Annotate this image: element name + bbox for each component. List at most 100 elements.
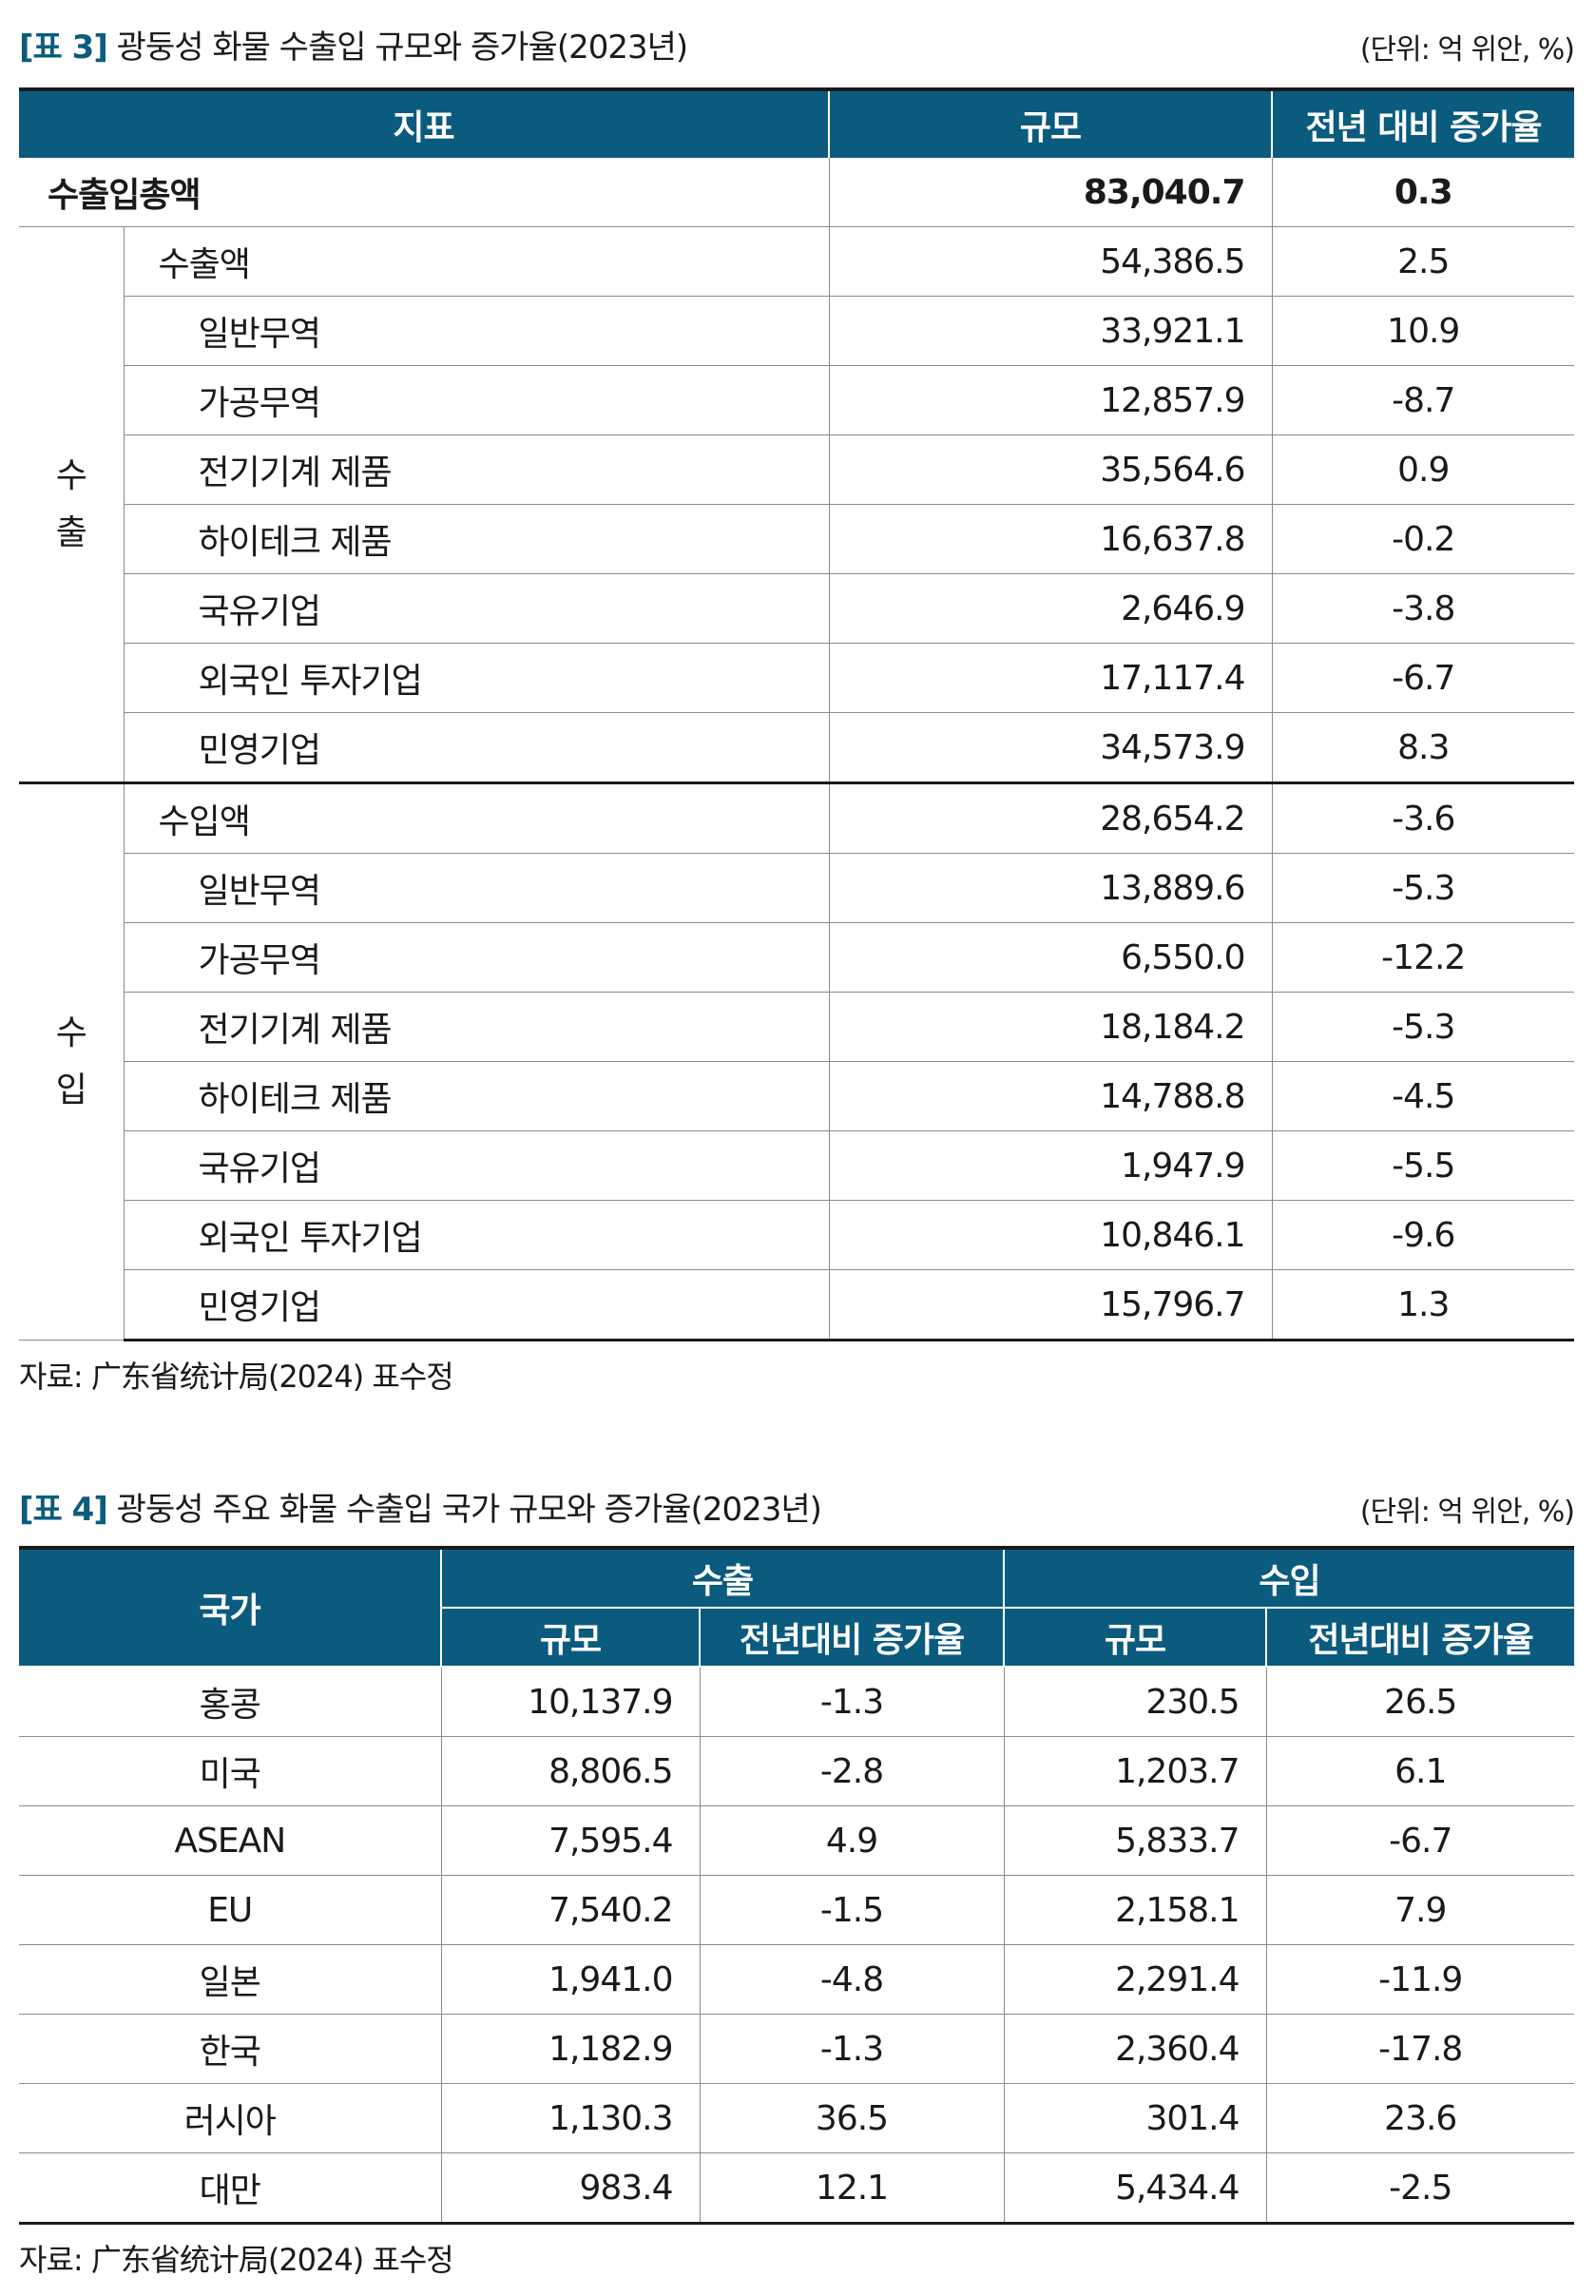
table3-header-indicator: 지표 — [19, 89, 829, 158]
table4-import-growth: 6.1 — [1266, 1736, 1574, 1806]
table4-export-value: 1,182.9 — [441, 2014, 701, 2084]
table-row: 국유기업 2,646.9 -3.8 — [19, 573, 1574, 644]
table4-import-growth: 23.6 — [1266, 2083, 1574, 2153]
row-growth: -12.2 — [1272, 922, 1574, 993]
row-value: 17,117.4 — [829, 643, 1273, 713]
row-growth: -3.6 — [1272, 781, 1574, 854]
table-row: 외국인 투자기업 10,846.1 -9.6 — [19, 1200, 1574, 1270]
row-growth: 0.9 — [1272, 434, 1574, 505]
table4-import-value: 2,360.4 — [1004, 2014, 1267, 2084]
table-row: 미국 8,806.5 -2.8 1,203.7 6.1 — [19, 1736, 1574, 1806]
table4-export-growth: 4.9 — [700, 1805, 1005, 1876]
table3-source: 자료: 广东省统计局(2024) 표수정 — [19, 1359, 454, 1395]
table3-title: [표 3] 광둥성 화물 수출입 규모와 증가율(2023년) — [19, 21, 688, 68]
table-row: 일반무역 33,921.1 10.9 — [19, 296, 1574, 366]
table4-export-value: 1,130.3 — [441, 2083, 701, 2153]
row-label: 수출액 — [124, 226, 830, 297]
table4-header-import-growth: 전년대비 증가율 — [1265, 1608, 1574, 1668]
row-growth: -3.8 — [1272, 573, 1574, 644]
table4-import-growth: 26.5 — [1266, 1667, 1574, 1737]
table4-import-growth: -2.5 — [1266, 2152, 1574, 2225]
table4-export-value: 8,806.5 — [441, 1736, 701, 1806]
table-row: 일반무역 13,889.6 -5.3 — [19, 853, 1574, 923]
row-value: 16,637.8 — [829, 504, 1273, 574]
table3-total-value: 83,040.7 — [829, 158, 1273, 227]
table4-header-export-growth: 전년대비 증가율 — [699, 1608, 1004, 1668]
table4-import-value: 301.4 — [1004, 2083, 1267, 2153]
row-label: 민영기업 — [124, 1269, 830, 1341]
row-label: 가공무역 — [124, 922, 830, 993]
row-label: 수입액 — [124, 781, 830, 854]
row-value: 2,646.9 — [829, 573, 1273, 644]
table4-export-growth: -2.8 — [700, 1736, 1005, 1806]
table4-export-growth: -1.3 — [700, 1667, 1005, 1737]
row-value: 10,846.1 — [829, 1200, 1273, 1270]
row-value: 6,550.0 — [829, 922, 1273, 993]
table4-country: 한국 — [19, 2014, 442, 2084]
table4-import-growth: -11.9 — [1266, 1944, 1574, 2015]
table-row: 가공무역 6,550.0 -12.2 — [19, 922, 1574, 993]
table-row: 홍콩 10,137.9 -1.3 230.5 26.5 — [19, 1667, 1574, 1737]
table3-body: 수출입총액 83,040.7 0.3 수 출 수출액 54,386.5 2.5 일반무역… — [19, 158, 1574, 1341]
table-row: 대만 983.4 12.1 5,434.4 -2.5 — [19, 2152, 1574, 2225]
row-label: 일반무역 — [124, 296, 830, 366]
row-label: 국유기업 — [124, 573, 830, 644]
table4-export-value: 7,540.2 — [441, 1875, 701, 1945]
row-value: 1,947.9 — [829, 1130, 1273, 1201]
table4-import-value: 2,291.4 — [1004, 1944, 1267, 2015]
table-row: 일본 1,941.0 -4.8 2,291.4 -11.9 — [19, 1944, 1574, 2015]
table4-export-growth: 36.5 — [700, 2083, 1005, 2153]
row-growth: -5.3 — [1272, 992, 1574, 1062]
table4-header-import-scale: 규모 — [1003, 1608, 1266, 1668]
table3-unit: (단위: 억 위안, %) — [1359, 33, 1575, 67]
row-growth: -6.7 — [1272, 643, 1574, 713]
export_group-group-label: 수 출 — [19, 226, 125, 783]
table3-total-row: 수출입총액 83,040.7 0.3 — [19, 158, 1574, 227]
table4-export-growth: -1.3 — [700, 2014, 1005, 2084]
row-label: 하이테크 제품 — [124, 1061, 830, 1131]
row-value: 18,184.2 — [829, 992, 1273, 1062]
table-row: 하이테크 제품 14,788.8 -4.5 — [19, 1061, 1574, 1131]
table-row: 러시아 1,130.3 36.5 301.4 23.6 — [19, 2083, 1574, 2153]
table4-header-export: 수출 — [440, 1548, 1004, 1609]
table4-import-value: 5,434.4 — [1004, 2152, 1267, 2225]
row-growth: 2.5 — [1272, 226, 1574, 297]
table4-header-import: 수입 — [1003, 1548, 1574, 1609]
import_group-group-text: 수 입 — [55, 1013, 87, 1109]
row-label: 전기기계 제품 — [124, 434, 830, 505]
table-row: 전기기계 제품 35,564.6 0.9 — [19, 434, 1574, 505]
row-label: 하이테크 제품 — [124, 504, 830, 574]
table4-export-growth: -1.5 — [700, 1875, 1005, 1945]
table4-header-row-1: 국가 수출 수입 — [19, 1548, 1574, 1668]
table4-country: EU — [19, 1875, 442, 1945]
row-growth: -5.5 — [1272, 1130, 1574, 1201]
row-growth: 8.3 — [1272, 712, 1574, 783]
table-row: 하이테크 제품 16,637.8 -0.2 — [19, 504, 1574, 574]
table4-country: ASEAN — [19, 1805, 442, 1876]
row-label: 전기기계 제품 — [124, 992, 830, 1062]
table4-tag: [표 4] — [19, 1491, 108, 1529]
row-value: 12,857.9 — [829, 365, 1273, 435]
table4: 국가 수출 수입 규모 전년대비 증가율 규모 전년대비 증가율 홍콩 10,13… — [19, 1546, 1574, 2225]
import_group-group-label: 수 입 — [19, 781, 125, 1341]
table4-body: 홍콩 10,137.9 -1.3 230.5 26.5 미국 8,806.5 -2.8 1,20… — [19, 1667, 1574, 2225]
table4-export-growth: 12.1 — [700, 2152, 1005, 2225]
table-row: 외국인 투자기업 17,117.4 -6.7 — [19, 643, 1574, 713]
table4-country: 일본 — [19, 1944, 442, 2015]
row-growth: 10.9 — [1272, 296, 1574, 366]
table3-total-growth: 0.3 — [1272, 158, 1574, 227]
row-value: 35,564.6 — [829, 434, 1273, 505]
table4-title: [표 4] 광둥성 주요 화물 수출입 국가 규모와 증가율(2023년) — [19, 1483, 822, 1530]
table4-import-value: 5,833.7 — [1004, 1805, 1267, 1876]
row-label: 일반무역 — [124, 853, 830, 923]
table4-import-growth: 7.9 — [1266, 1875, 1574, 1945]
table4-source: 자료: 广东省统计局(2024) 표수정 — [19, 2242, 454, 2278]
table3-caption-row: [표 3] 광둥성 화물 수출입 규모와 증가율(2023년) (단위: 억 위… — [19, 21, 1575, 68]
table3-tag: [표 3] — [19, 29, 108, 67]
table4-import-value: 2,158.1 — [1004, 1875, 1267, 1945]
table-row: 민영기업 15,796.7 1.3 — [19, 1269, 1574, 1341]
table4-import-value: 1,203.7 — [1004, 1736, 1267, 1806]
table-row: 민영기업 34,573.9 8.3 — [19, 712, 1574, 783]
table-row: 가공무역 12,857.9 -8.7 — [19, 365, 1574, 435]
row-value: 34,573.9 — [829, 712, 1273, 783]
